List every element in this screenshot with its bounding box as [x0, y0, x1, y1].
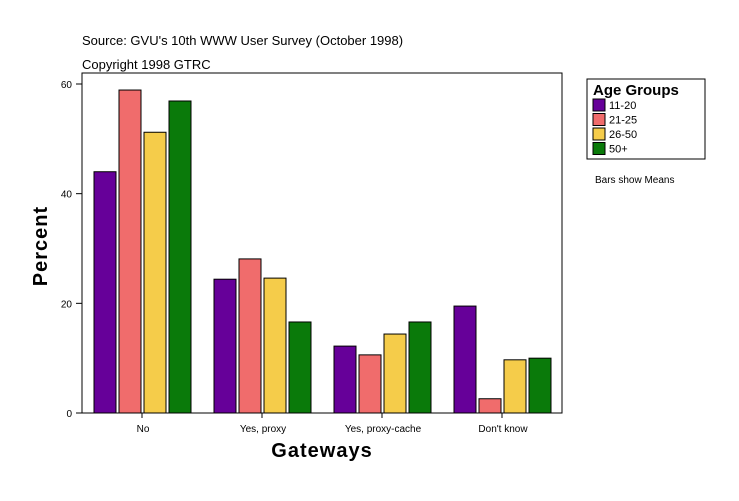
bar [408, 321, 432, 414]
x-tick-label: Yes, proxy-cache [345, 424, 422, 435]
legend-swatch [592, 127, 606, 141]
bar [143, 131, 167, 414]
bar [383, 333, 407, 414]
bar [358, 354, 382, 414]
plot-area [81, 72, 563, 414]
legend-swatch [592, 113, 606, 126]
x-tick-label: Don't know [478, 424, 528, 435]
bar [118, 89, 142, 414]
legend-label: 21-25 [609, 115, 637, 127]
x-tick-label: No [137, 424, 150, 435]
legend-label: 26-50 [609, 129, 637, 141]
y-tick-label: 0 [66, 409, 72, 420]
y-tick-label: 40 [61, 190, 73, 201]
bar [478, 398, 502, 414]
bar [528, 357, 552, 414]
y-tick-label: 20 [61, 299, 73, 310]
legend-label: 50+ [609, 144, 628, 156]
legend-swatch [592, 142, 606, 155]
chart-title: Source: GVU's 10th WWW User Survey (Octo… [82, 33, 403, 48]
legend-title: Age Groups [593, 82, 679, 99]
x-axis-label: Gateways [271, 440, 372, 462]
x-tick-label: Yes, proxy [240, 424, 286, 435]
bar [238, 258, 262, 414]
bar [213, 278, 237, 414]
legend-label: 11-20 [609, 100, 636, 112]
legend: Age Groups 11-20 21-25 26-50 50+ [586, 78, 706, 160]
bar [263, 277, 287, 414]
bar [453, 305, 477, 414]
y-axis-label: Percent [30, 206, 52, 286]
y-tick-label: 60 [61, 80, 73, 91]
bar [168, 100, 192, 414]
chart-subtitle: Copyright 1998 GTRC [82, 57, 211, 72]
legend-swatch [592, 98, 606, 112]
bar [93, 171, 117, 414]
bar [288, 321, 312, 414]
bar [503, 359, 527, 414]
bars-note: Bars show Means [595, 175, 674, 186]
bar [333, 345, 357, 414]
